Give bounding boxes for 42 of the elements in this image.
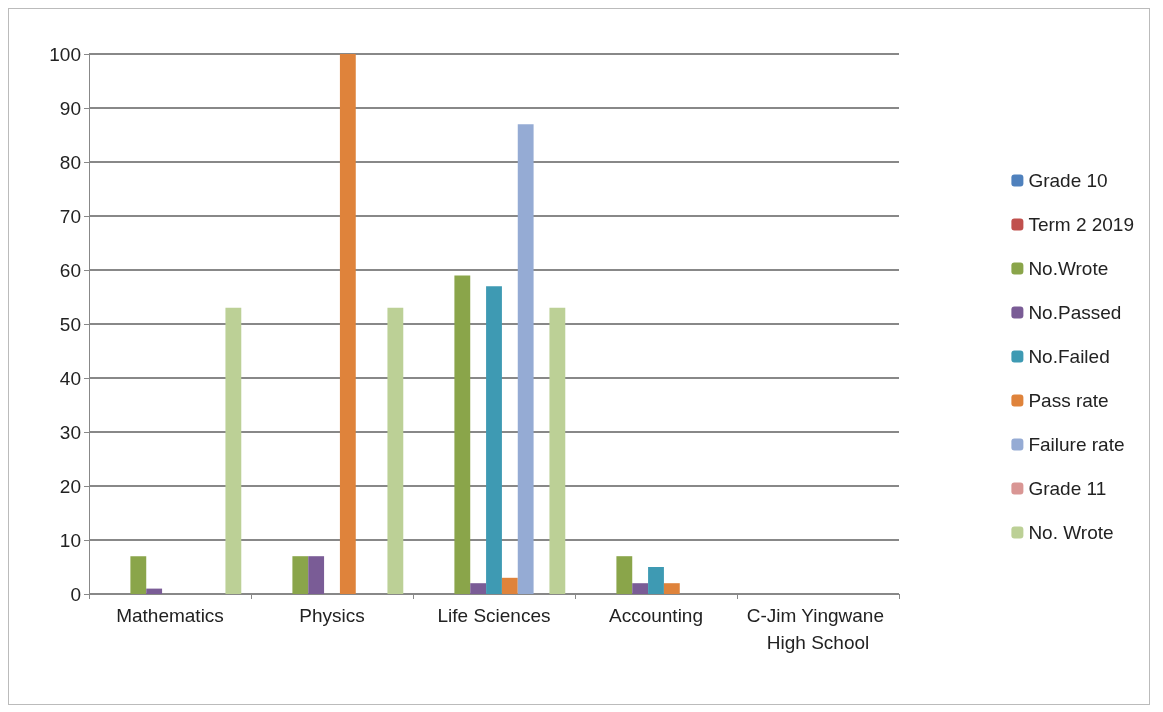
bar: [308, 556, 325, 594]
legend-label: No.Failed: [1028, 346, 1110, 367]
bar: [616, 556, 633, 594]
bar: [501, 577, 518, 594]
y-tick-label: 50: [59, 313, 81, 335]
legend-label: Term 2 2019: [1028, 214, 1135, 235]
legend-label: No. Wrote: [1028, 522, 1114, 543]
bar: [339, 54, 356, 594]
y-tick-label: 0: [70, 583, 81, 605]
legend-label: Grade 10: [1028, 170, 1108, 191]
bar: [549, 307, 566, 594]
bar: [470, 583, 487, 594]
y-tick-label: 10: [59, 529, 81, 551]
legend-label: Pass rate: [1028, 390, 1109, 411]
bar: [663, 583, 680, 594]
legend-label: Failure rate: [1028, 434, 1125, 455]
bar: [486, 286, 502, 594]
y-tick-label: 80: [59, 151, 81, 173]
x-tick-label: Accounting: [608, 605, 704, 626]
x-tick-label: Physics: [299, 605, 365, 626]
x-tick-label: Mathematics: [116, 605, 224, 626]
bar: [130, 556, 147, 594]
legend-label: Grade 11: [1028, 478, 1107, 499]
y-tick-label: 100: [49, 43, 81, 65]
y-tick-label: 90: [59, 97, 81, 119]
bar: [225, 307, 242, 594]
bar: [517, 124, 534, 594]
bar: [454, 275, 471, 594]
y-tick-label: 20: [59, 475, 81, 497]
bar: [387, 307, 404, 594]
y-tick-label: 40: [59, 367, 81, 389]
bar: [292, 556, 309, 594]
legend-label: No.Wrote: [1028, 258, 1109, 279]
x-tick-label: C-Jim Yingwane High School: [746, 605, 890, 653]
y-tick-label: 60: [59, 259, 81, 281]
y-tick-label: 70: [59, 205, 81, 227]
x-tick-label: Life Sciences: [437, 605, 551, 626]
bar: [632, 583, 649, 594]
legend-label: No.Passed: [1028, 302, 1122, 323]
y-tick-label: 30: [59, 421, 81, 443]
bar: [146, 588, 163, 594]
bar: [648, 567, 664, 594]
